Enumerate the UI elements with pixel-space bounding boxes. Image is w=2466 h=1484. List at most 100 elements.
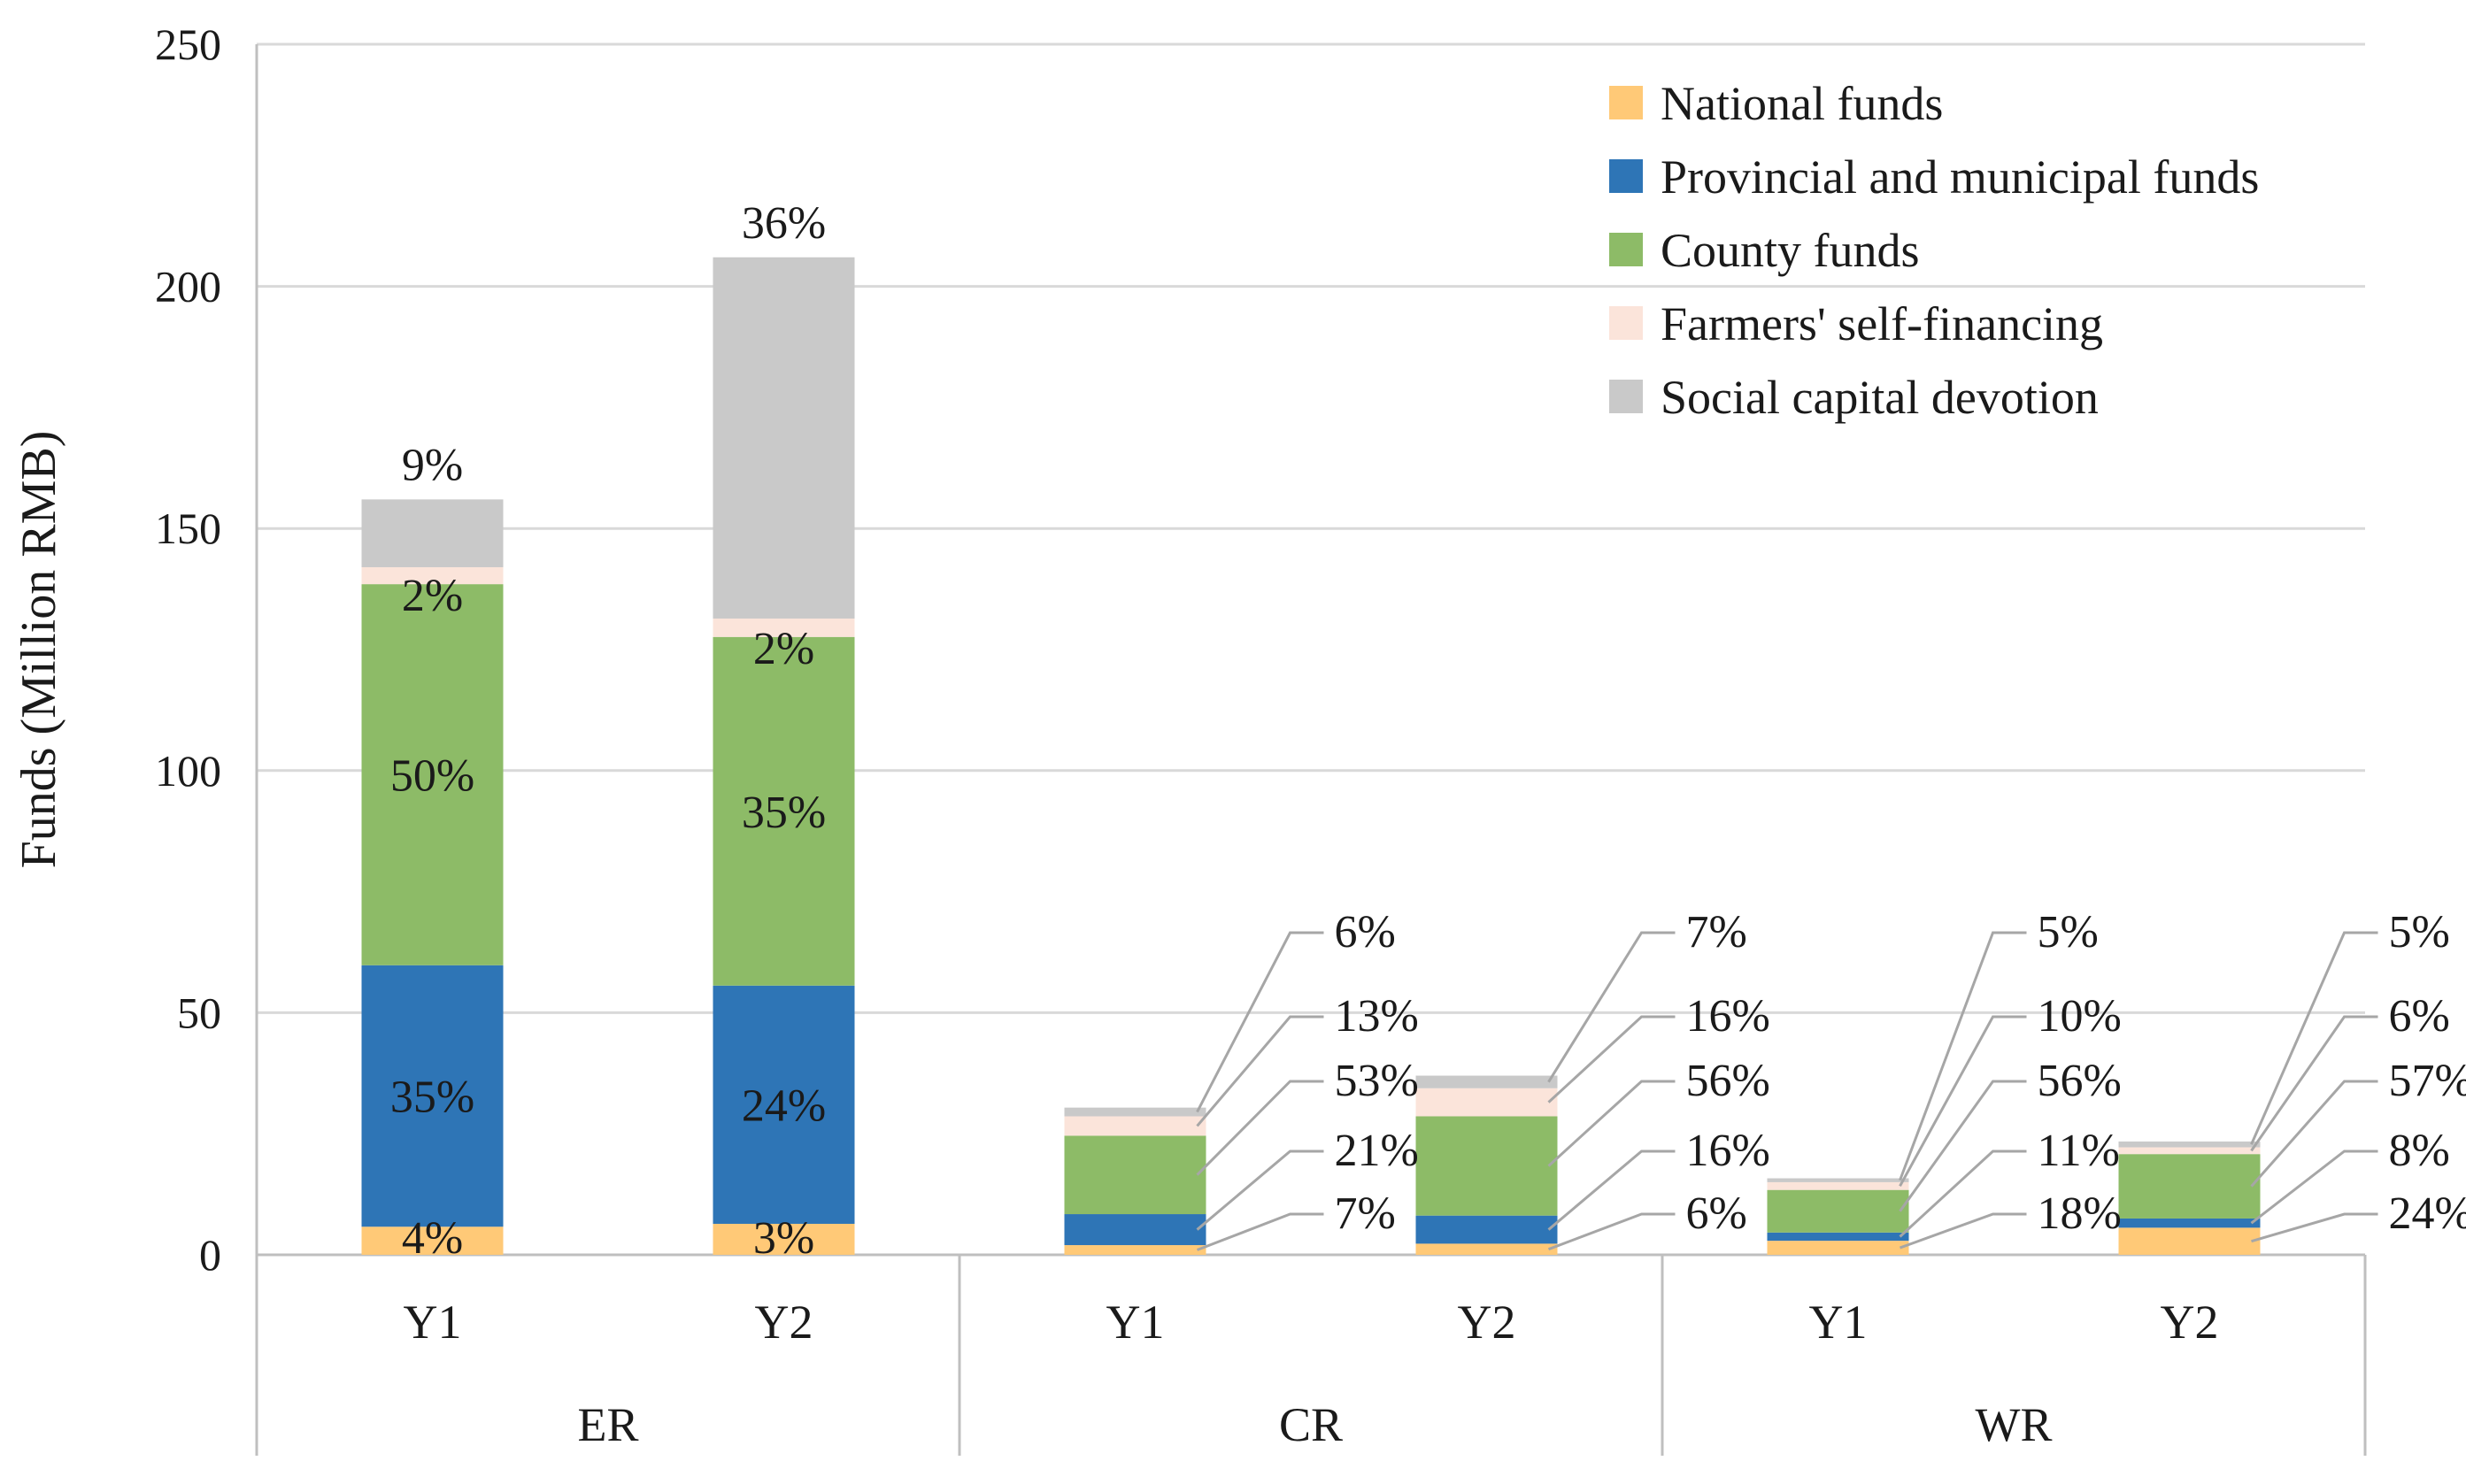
label-layer: 4% 35% 50% 2% 9% 3% 24% 35% 2% 36% 7% 21% 53% 13% 6% 6%…	[390, 198, 2466, 1264]
x-tick-label: Y1	[1809, 1296, 1868, 1349]
data-label: 24%	[742, 1080, 826, 1131]
data-label: 56%	[2038, 1056, 2122, 1106]
data-label: 2%	[402, 571, 463, 621]
legend-swatch	[1609, 86, 1643, 119]
legend-swatch	[1609, 306, 1643, 340]
callout-leader	[1547, 1150, 1676, 1231]
bar-segment	[1064, 1245, 1206, 1255]
y-tick-label: 50	[177, 988, 221, 1037]
data-label: 4%	[402, 1213, 463, 1264]
callout-leader	[1547, 1015, 1676, 1103]
callout-leader	[1196, 1080, 1324, 1176]
data-label: 24%	[2389, 1188, 2466, 1239]
callout-leader	[1196, 1015, 1324, 1127]
y-tick-label: 200	[155, 262, 221, 311]
legend-entry: Social capital devotion	[1661, 371, 2099, 424]
bar-segment	[713, 985, 855, 1224]
data-label: 18%	[2038, 1188, 2122, 1239]
bar-segment	[713, 618, 855, 637]
bar-segment	[1767, 1189, 1909, 1233]
callout-leader	[1196, 931, 1324, 1113]
legend-entry: Farmers' self-financing	[1661, 297, 2103, 350]
callout-leader	[2250, 1080, 2378, 1188]
data-label: 11%	[2038, 1126, 2120, 1176]
data-label: 13%	[1335, 991, 1419, 1042]
data-label: 53%	[1335, 1056, 1419, 1106]
legend-entry: National funds	[1661, 77, 1943, 130]
bar-segment	[1415, 1075, 1558, 1088]
grid-layer	[257, 42, 2365, 1014]
bar-segment	[1064, 1135, 1206, 1215]
data-label: 7%	[1335, 1188, 1396, 1239]
x-tick-label: Y2	[755, 1296, 813, 1349]
x-tick-label: Y1	[1106, 1296, 1165, 1349]
bar-segment	[1767, 1232, 1909, 1242]
bar-segment	[361, 499, 504, 567]
bar-segment	[2118, 1154, 2261, 1219]
bar-segment	[1415, 1215, 1558, 1244]
data-label: 35%	[742, 788, 826, 838]
callout-leader	[1899, 1015, 2027, 1188]
y-axis-title: Funds (Million RMB)	[12, 431, 66, 869]
data-label: 6%	[1335, 907, 1396, 957]
callout-leader	[1899, 1080, 2027, 1212]
bar-segment	[1415, 1243, 1558, 1255]
callout-leader	[1547, 931, 1676, 1083]
data-label: 16%	[1686, 1126, 1770, 1176]
bar-segment	[2118, 1147, 2261, 1155]
x-tick-label: Y2	[1458, 1296, 1516, 1349]
bar-segment	[361, 965, 504, 1227]
data-label: 50%	[390, 750, 474, 801]
bar-segment	[1767, 1241, 1909, 1255]
x-tick-label: Y2	[2161, 1296, 2219, 1349]
callout-leader	[1547, 1212, 1676, 1251]
bar-segment	[1064, 1116, 1206, 1136]
group-label: CR	[1279, 1398, 1343, 1451]
data-label: 10%	[2038, 991, 2122, 1042]
callout-leader	[1196, 1150, 1324, 1231]
callout-leader	[2251, 1212, 2378, 1243]
callout-leader	[1547, 1080, 1676, 1167]
bar-segment	[713, 636, 855, 986]
legend: National funds Provincial and municipal f…	[1609, 77, 2259, 424]
bar-segment	[2118, 1227, 2261, 1255]
legend-swatch	[1609, 159, 1643, 193]
group-label: WR	[1976, 1398, 2053, 1451]
bar-segment	[2118, 1141, 2261, 1148]
axis-layer: 0 50 100 150 200 250 Funds (Million RMB) ER CR WR…	[12, 19, 2367, 1456]
bar-segment	[361, 584, 504, 965]
data-label: 16%	[1686, 991, 1770, 1042]
callout-leader	[1899, 1212, 2027, 1249]
y-tick-label: 250	[155, 19, 221, 69]
y-tick-label: 0	[199, 1230, 221, 1280]
bar-segment	[1415, 1088, 1558, 1117]
legend-entry: Provincial and municipal funds	[1661, 150, 2259, 204]
bar-segment	[713, 257, 855, 619]
legend-swatch	[1609, 233, 1643, 266]
data-label: 6%	[1686, 1188, 1747, 1239]
data-label: 2%	[753, 624, 814, 674]
data-label: 7%	[1686, 907, 1747, 957]
callout-leader	[1899, 1150, 2027, 1238]
bar-segment	[1767, 1181, 1909, 1190]
bar-layer	[361, 257, 2261, 1255]
data-label: 5%	[2389, 907, 2450, 957]
y-tick-label: 150	[155, 504, 221, 553]
data-label: 5%	[2038, 907, 2099, 957]
data-label: 36%	[742, 198, 826, 249]
group-label: ER	[577, 1398, 638, 1451]
data-label: 35%	[390, 1073, 474, 1123]
bar-segment	[1064, 1214, 1206, 1246]
callout-leader	[2250, 1150, 2378, 1225]
bar-segment	[361, 1226, 504, 1255]
data-label: 56%	[1686, 1056, 1770, 1106]
legend-entry: County funds	[1661, 224, 1920, 277]
data-label: 57%	[2389, 1056, 2466, 1106]
callout-leader	[1899, 931, 2027, 1181]
bar-segment	[2118, 1218, 2261, 1228]
callout-leader	[2250, 1015, 2378, 1152]
bar-segment	[1064, 1107, 1206, 1117]
callout-leader	[2250, 931, 2378, 1145]
